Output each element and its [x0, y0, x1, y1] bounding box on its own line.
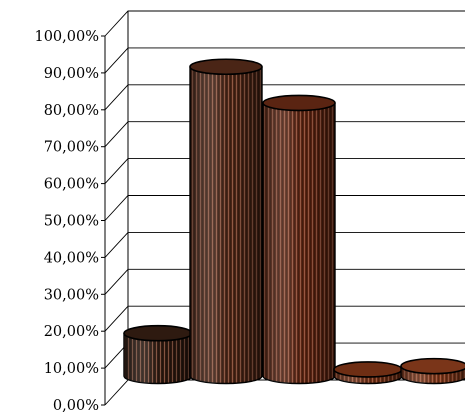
y-tick-label: 10,00% [44, 361, 99, 377]
bar-shading [401, 366, 465, 384]
gridline [104, 231, 465, 258]
bar-top [189, 58, 263, 76]
bar-shading [334, 369, 402, 384]
y-tick-label: 100,00% [34, 29, 99, 45]
bar-top [123, 324, 193, 342]
bar [262, 94, 336, 385]
bar [189, 58, 263, 385]
gridline [104, 268, 465, 295]
bar-top [262, 94, 336, 112]
y-tick-label: 60,00% [44, 177, 99, 193]
y-tick-label: 80,00% [44, 103, 99, 119]
bar [400, 357, 465, 385]
y-tick-label: 40,00% [44, 250, 99, 266]
gridline [104, 158, 465, 184]
bar [123, 324, 193, 385]
y-tick-label: 50,00% [44, 214, 99, 230]
gridline [104, 305, 465, 332]
y-tick-label: 20,00% [44, 324, 99, 340]
y-tick-label: 0,00% [53, 398, 99, 412]
y-axis-tick-labels: 0,00% 10,00% 20,00% 30,00% 40,00% 50,00% 60,00… [34, 29, 99, 412]
bar-shading [190, 66, 262, 384]
gridline [104, 10, 465, 37]
gridline [104, 121, 465, 148]
bar-shading [124, 333, 192, 384]
bar-top [333, 361, 403, 378]
bar-top [400, 357, 465, 375]
y-tick-label: 30,00% [44, 287, 99, 303]
gridline [104, 84, 465, 111]
y-tick-label: 70,00% [44, 140, 99, 156]
bars [123, 58, 465, 385]
gridline [104, 195, 465, 221]
bar-shading [263, 102, 335, 384]
bar [333, 361, 403, 385]
y-tick-label: 90,00% [44, 66, 99, 82]
gridline [104, 47, 465, 74]
